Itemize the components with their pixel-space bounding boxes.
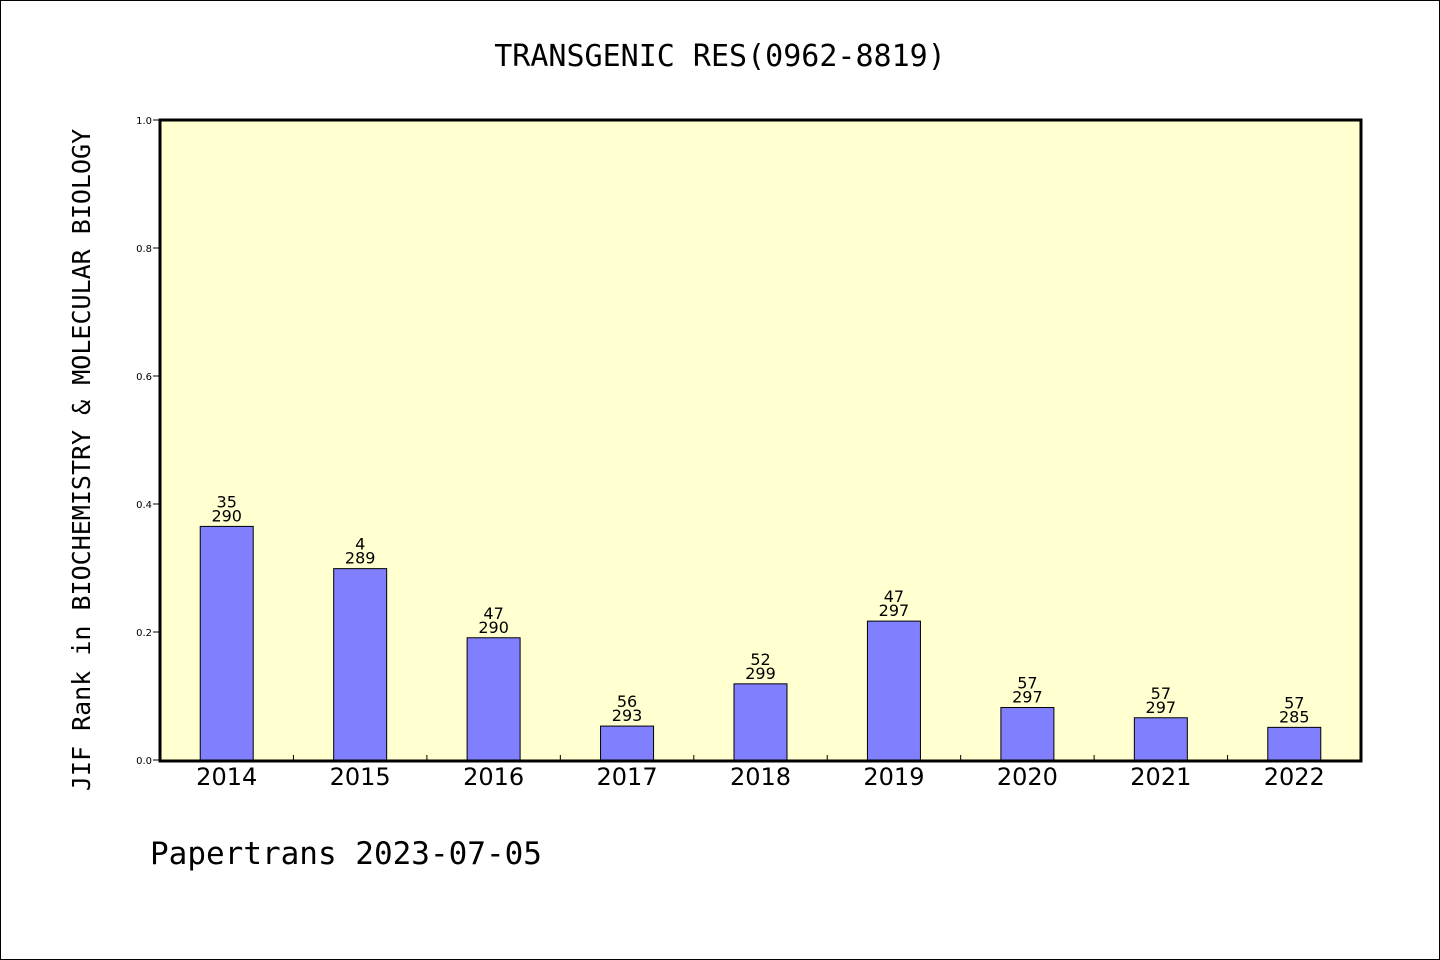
x-tick-label: 2016 [463,763,524,791]
bar-label-rank: 47 [884,587,904,606]
x-tick-label: 2020 [997,763,1058,791]
bar [1000,707,1055,761]
bar-label-total: 290 [211,506,242,525]
y-tick-label: 0.0 [136,756,152,767]
y-axis-label: JIF Rank in BIOCHEMISTRY & MOLECULAR BIO… [67,129,96,791]
bar [1133,717,1188,761]
bar [1267,726,1322,761]
bar [333,568,388,761]
bar-label-total: 297 [879,601,910,620]
x-tick-label: 2022 [1264,763,1325,791]
bar-label-rank: 56 [617,692,637,711]
x-tick-label: 2019 [863,763,924,791]
y-tick-label: 1.0 [136,116,152,127]
bar-label-total: 297 [1012,688,1043,707]
bar-label-total: 297 [1146,698,1177,717]
bar-label-rank: 52 [750,650,770,669]
y-tick-label: 0.8 [136,244,152,255]
bar-label-rank: 57 [1017,674,1037,693]
y-tick-label: 0.6 [136,372,152,383]
plot-border [158,118,1363,763]
bar-label-rank: 35 [217,492,237,511]
x-tick-label: 2017 [597,763,658,791]
x-tick-label: 2018 [730,763,791,791]
bar [733,683,788,761]
bar-label-total: 290 [478,618,509,637]
footer-text: Papertrans 2023-07-05 [150,836,542,872]
bar-label-total: 293 [612,706,643,725]
bar-label-rank: 57 [1151,684,1171,703]
bar-label-rank: 57 [1284,693,1304,712]
x-tick-label: 2014 [196,763,257,791]
bar-label-total: 289 [345,549,376,568]
bar [466,637,521,761]
x-tick-label: 2015 [330,763,391,791]
bars [199,525,1322,761]
bar [199,525,254,761]
y-tick-label: 0.2 [136,628,152,639]
chart-title: TRANSGENIC RES(0962-8819) [494,39,946,74]
x-axis-ticks: 2014 2015 2016 2017 2018 2019 2020 2021 2022 [196,755,1325,791]
bar [866,620,921,761]
y-tick-label: 0.4 [136,500,152,511]
bar [600,725,655,761]
x-tick-label: 2021 [1130,763,1191,791]
y-axis-ticks: 0.0 0.2 0.4 0.6 0.8 1.0 [136,116,160,767]
bar-label-rank: 47 [483,604,503,623]
bar-label-total: 285 [1279,707,1310,726]
bar-label-total: 299 [745,664,776,683]
bar-label-rank: 4 [355,535,365,554]
